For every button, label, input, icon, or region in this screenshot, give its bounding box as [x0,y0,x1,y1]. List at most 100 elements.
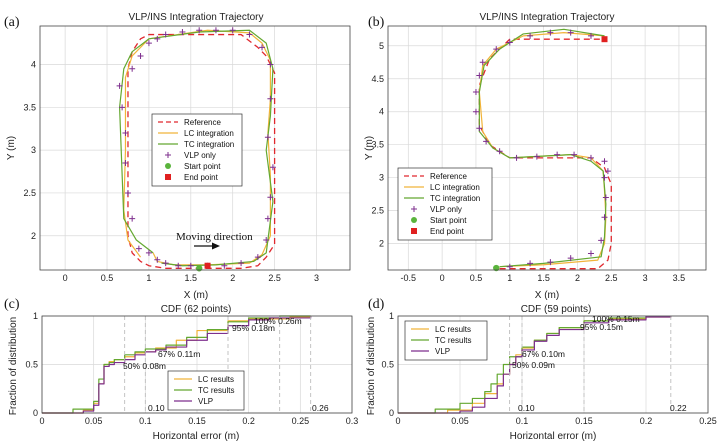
panel-b-trajectory: (b) VLP/INS Integration Trajectory -0.5 0… [364,12,707,301]
legend-vlp-swatch [165,152,171,158]
x-tick-label: 0.1 [139,416,152,426]
moving-direction-arrow-head [212,242,220,250]
x-tick-label: 0.2 [640,416,653,426]
legend-lc-integration-label: LC integration [430,183,480,192]
panel-c-label: (c) [4,297,20,312]
vlp-marker [527,260,534,267]
panel-a-legend: Reference LC integration TC integration VLP… [151,113,243,187]
panel-c-y-axis-label: Fraction of distribution [8,317,19,415]
y-tick-label: 0 [389,408,394,418]
vlp-marker [238,260,245,267]
panel-b-x-tick-labels: -0.5 0 0.5 1 1.5 2 2.5 3 3.5 [401,273,686,283]
vlp-marker [567,255,574,262]
vlp-marker [601,158,608,165]
panel-d-label: (d) [368,297,385,312]
panel-a-y-tick-labels: 2 2.5 3 3.5 4 [23,60,36,241]
legend-tc-results-label: TC results [435,336,471,345]
panel-c-ann-026: 0.26 [312,403,329,413]
legend-end-point-label: End point [430,227,465,236]
panel-d-title: CDF (59 points) [521,304,592,315]
vlp-marker [601,214,608,221]
y-tick-label: 4 [379,107,384,117]
panel-a-y-axis-label: Y (m) [6,136,17,160]
panel-d-ann-50: 50% 0.09m [512,360,555,370]
vlp-marker [567,29,574,36]
vlp-marker [533,153,540,160]
x-tick-label: 0.5 [470,273,483,283]
y-tick-label: 1 [389,311,394,321]
x-tick-label: 3 [314,273,319,283]
vlp-marker [187,262,194,269]
vlp-marker [263,237,270,244]
x-tick-label: 0.3 [346,416,359,426]
lc-integration-line [478,31,607,268]
vlp-marker [212,27,219,34]
vlp-marker [506,39,513,46]
panel-c-ann-95: 95% 0.18m [232,323,275,333]
vlp-marker [476,72,483,79]
panel-c-x-axis-label: Horizontal error (m) [153,431,240,442]
panel-b-x-axis-label: X (m) [535,290,559,301]
vlp-marker [145,249,152,256]
x-tick-label: 0.05 [451,416,469,426]
panel-a-annotation: Moving direction [176,231,253,250]
vlp-marker [267,95,274,102]
vlp-marker [116,82,123,89]
panel-a-trajectory: (a) VLP/INS Integration Trajectory 0 0.5 1… [4,12,351,301]
panel-b-title: VLP/INS Integration Trajectory [479,12,614,23]
panel-a-x-tick-labels: 0 0.5 1 1.5 2 2.5 3 [63,273,319,283]
x-tick-label: 3 [643,273,648,283]
x-tick-label: -0.5 [401,273,417,283]
vlp-marker [119,104,126,111]
panel-c-title: CDF (62 points) [161,304,232,315]
vlp-marker [472,108,479,115]
panel-d-ann-95: 95% 0.15m [580,322,623,332]
panel-d-ann-010: 0.10 [518,403,535,413]
end-point-marker [601,36,608,43]
vlp-marker [476,125,483,132]
y-tick-label: 5 [379,41,384,51]
panel-c-legend: LC results TC results VLP [167,370,245,411]
y-tick-label: 4 [31,60,36,70]
y-tick-label: 0.5 [381,360,394,370]
vlp-marker [129,215,136,222]
x-tick-label: 0.1 [516,416,529,426]
panel-a-series [116,27,276,272]
vlp-marker [137,52,144,59]
panel-c-cdf: (c) CDF (62 points) 0 0.05 0.1 0.15 0.2 0.25 0… [4,297,358,442]
legend-lc-integration-label: LC integration [184,129,234,138]
x-tick-label: 1.5 [185,273,198,283]
panel-d-ann-022: 0.22 [670,403,687,413]
legend-start-swatch [411,217,417,223]
vlp-marker [571,151,578,158]
panel-c-annotations: 100% 0.26m 95% 0.18m 67% 0.11m 50% 0.08m… [123,316,329,413]
vlp-marker [547,29,554,36]
panel-b-legend: Reference LC integration TC integration VLP… [397,167,493,241]
vlp-marker [472,88,479,95]
x-tick-label: 0.25 [699,416,717,426]
vlp-marker [162,31,169,38]
x-tick-label: 2 [230,273,235,283]
legend-vlp-only-label: VLP only [184,151,216,160]
vlp-marker [493,46,500,53]
panel-b-axes-box [387,25,707,271]
vlp-line [398,316,672,414]
x-tick-label: 2 [575,273,580,283]
legend-end-swatch [165,174,171,180]
x-tick-label: 0 [395,416,400,426]
panel-d-y-tick-labels: 00.51 [381,311,394,418]
vlp-marker [154,35,161,42]
y-tick-label: 2.5 [371,206,384,216]
vlp-marker [246,31,253,38]
vlp-marker [496,148,503,155]
vlp-marker [229,27,236,34]
vlp-marker [483,138,490,145]
y-tick-label: 0 [33,408,38,418]
x-tick-label: 0.15 [575,416,593,426]
vlp-marker [267,194,274,201]
x-tick-label: 0.2 [242,416,255,426]
panel-c-ann-100: 100% 0.26m [254,316,302,326]
vlp-marker [122,130,129,137]
legend-start-swatch [165,163,171,169]
vlp-marker [122,159,129,166]
